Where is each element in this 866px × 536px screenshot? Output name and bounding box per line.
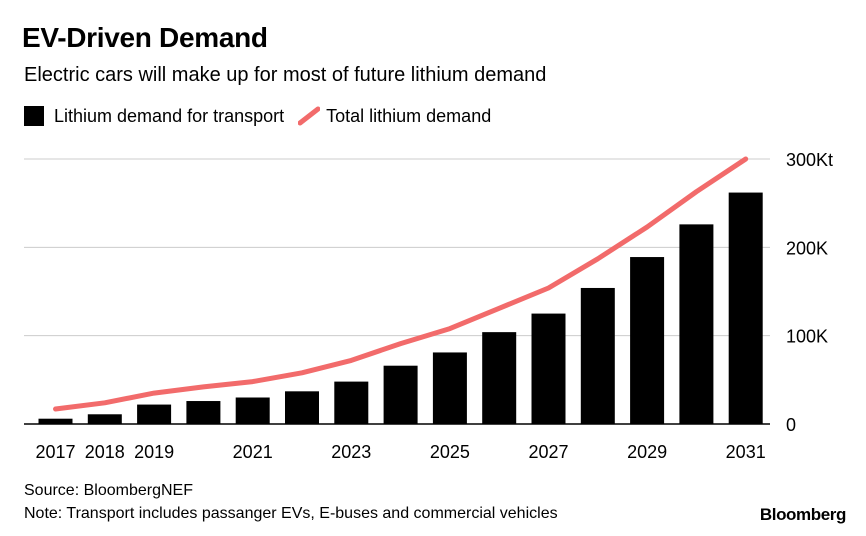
- bar-transport: [137, 404, 172, 424]
- bar-transport: [679, 224, 714, 424]
- x-tick-label: 2027: [528, 442, 568, 462]
- x-tick-label: 2019: [134, 442, 174, 462]
- bar-transport: [432, 352, 467, 424]
- bar-transport: [482, 332, 517, 424]
- x-tick-label: 2018: [85, 442, 125, 462]
- line-total-demand: [53, 156, 749, 412]
- brand-logo: Bloomberg: [759, 505, 847, 524]
- legend-label-transport: Lithium demand for transport: [54, 105, 285, 126]
- legend-item-transport: Lithium demand for transport: [24, 106, 284, 127]
- footnote: Note: Transport includes passanger EVs, …: [24, 505, 558, 522]
- legend-item-total: Total lithium demand: [298, 106, 491, 127]
- x-tick-label: 2023: [331, 442, 371, 462]
- chart-title: EV-Driven Demand: [22, 22, 268, 53]
- x-tick-label: 2031: [726, 442, 766, 462]
- x-tick-label: 2021: [233, 442, 273, 462]
- bar-transport: [38, 418, 73, 424]
- legend-line-swatch: [298, 106, 321, 126]
- y-tick-label: 300Kt: [786, 150, 833, 170]
- bar-transport: [630, 257, 665, 424]
- bar-transport: [531, 313, 566, 424]
- bar-transport: [186, 401, 221, 424]
- x-tick-label: 2017: [35, 442, 75, 462]
- legend-bar-swatch: [24, 106, 44, 126]
- source-note: Source: BloombergNEF: [24, 482, 193, 499]
- y-tick-label: 200K: [786, 238, 828, 258]
- y-tick-label: 0: [786, 415, 796, 435]
- bar-transport: [285, 391, 319, 424]
- y-tick-label: 100K: [786, 327, 828, 347]
- bar-transport: [334, 381, 369, 424]
- bar-transport: [580, 287, 615, 424]
- chart-plot: 0 100K 200K 300Kt 2017 2018 2019 2021 2023 2025 20…: [24, 150, 833, 462]
- bar-transport: [383, 365, 418, 424]
- legend: Lithium demand for transport Total lithi…: [24, 104, 505, 128]
- x-tick-label: 2025: [430, 442, 470, 462]
- bar-transport: [235, 397, 270, 424]
- x-tick-label: 2029: [627, 442, 667, 462]
- bar-transport: [87, 414, 122, 424]
- legend-label-total: Total lithium demand: [326, 105, 492, 126]
- bar-transport: [728, 192, 763, 424]
- chart-subtitle: Electric cars will make up for most of f…: [24, 64, 547, 86]
